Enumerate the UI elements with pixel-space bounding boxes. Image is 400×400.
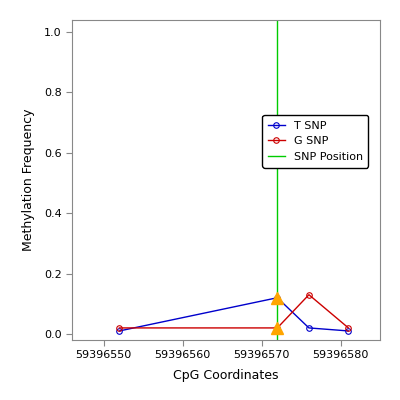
Legend: T SNP, G SNP, SNP Position: T SNP, G SNP, SNP Position — [262, 115, 368, 168]
T SNP — [346, 328, 351, 333]
T SNP — [275, 295, 280, 300]
G SNP — [346, 326, 351, 330]
G SNP — [117, 326, 122, 330]
Y-axis label: Methylation Frequency: Methylation Frequency — [22, 109, 36, 251]
T SNP — [117, 328, 122, 333]
G SNP — [275, 326, 280, 330]
X-axis label: CpG Coordinates: CpG Coordinates — [173, 369, 279, 382]
G SNP — [306, 292, 311, 297]
T SNP — [306, 326, 311, 330]
Line: T SNP: T SNP — [117, 295, 351, 334]
Line: G SNP: G SNP — [117, 292, 351, 331]
